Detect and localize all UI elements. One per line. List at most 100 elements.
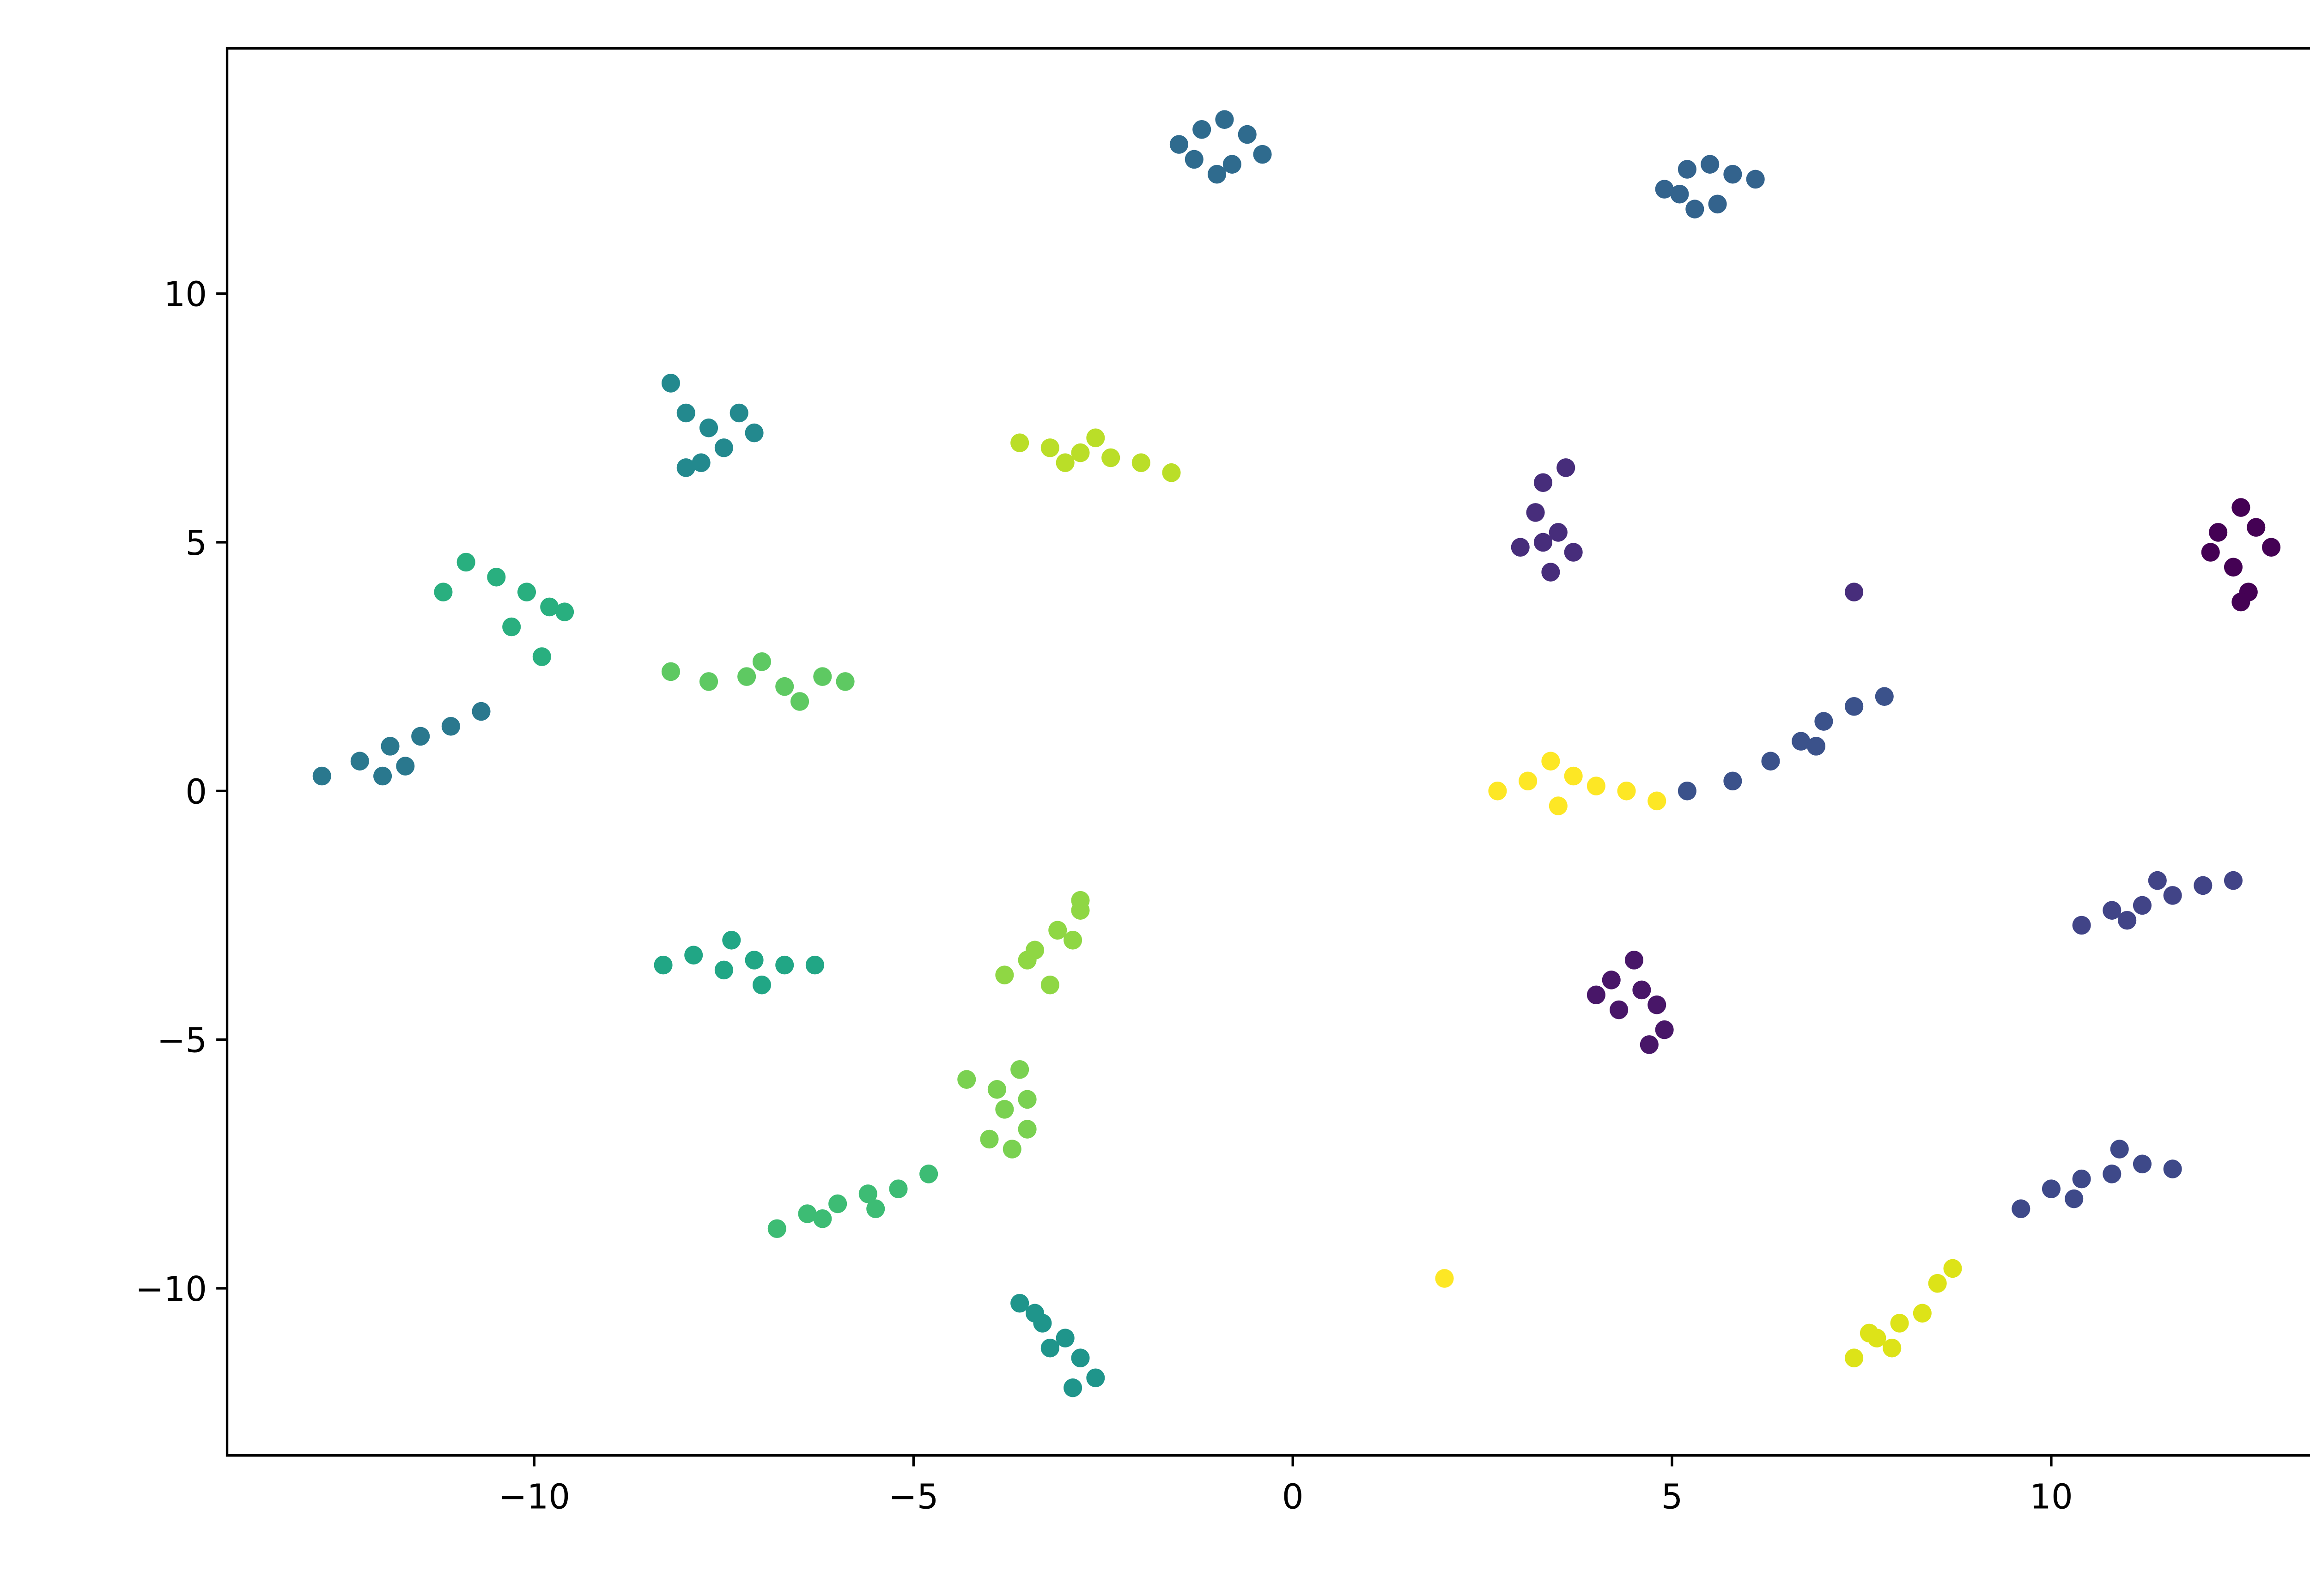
- point: [1860, 1323, 1878, 1343]
- point: [1169, 135, 1188, 154]
- point: [1602, 971, 1621, 989]
- point: [1064, 1378, 1082, 1397]
- point: [2012, 1199, 2030, 1218]
- plot-frame: [225, 47, 2310, 1457]
- point: [2163, 886, 2182, 905]
- x-tick-label: −10: [498, 1477, 570, 1517]
- point: [502, 617, 521, 637]
- point: [1071, 443, 1090, 462]
- point: [1192, 120, 1211, 139]
- point: [676, 403, 695, 423]
- point: [1701, 155, 1720, 174]
- point: [1685, 200, 1704, 218]
- point: [373, 766, 392, 786]
- point: [1564, 543, 1583, 562]
- point: [745, 951, 764, 970]
- point: [995, 1100, 1014, 1119]
- point: [1040, 975, 1059, 995]
- point: [2133, 896, 2152, 915]
- point: [745, 423, 764, 443]
- x-tick-label: −5: [888, 1477, 938, 1517]
- point: [2072, 1169, 2091, 1189]
- point: [1647, 995, 1666, 1014]
- point: [729, 403, 748, 423]
- point: [1617, 782, 1636, 801]
- y-tick-label: −10: [135, 1269, 207, 1309]
- point: [866, 1199, 885, 1218]
- point: [350, 752, 369, 771]
- point: [2224, 558, 2243, 577]
- y-tick-label: 10: [164, 274, 207, 314]
- point: [714, 438, 733, 457]
- point: [2110, 1140, 2129, 1159]
- point: [737, 667, 756, 686]
- point: [1071, 1348, 1090, 1367]
- point: [661, 374, 681, 393]
- point: [1101, 448, 1120, 467]
- point: [1003, 1140, 1021, 1159]
- point: [456, 552, 475, 572]
- point: [957, 1070, 976, 1089]
- point: [2247, 518, 2266, 537]
- point: [1814, 712, 1833, 731]
- point: [1647, 791, 1666, 811]
- point: [1010, 1293, 1029, 1313]
- point: [1064, 931, 1082, 950]
- point: [1587, 985, 1605, 1005]
- point: [699, 672, 718, 691]
- point: [1025, 941, 1045, 960]
- point: [775, 677, 794, 696]
- point: [1541, 563, 1560, 582]
- point: [1761, 752, 1780, 771]
- point: [1071, 891, 1090, 910]
- point: [2224, 871, 2243, 890]
- point: [2262, 538, 2281, 557]
- point: [1624, 951, 1644, 970]
- point: [517, 583, 536, 601]
- point: [1610, 1000, 1629, 1019]
- point: [828, 1194, 847, 1214]
- point: [1746, 170, 1765, 189]
- point: [2118, 910, 2137, 930]
- point: [836, 672, 855, 691]
- point: [1928, 1274, 1947, 1293]
- point: [1018, 1090, 1037, 1109]
- point: [472, 702, 491, 721]
- point: [2163, 1159, 2182, 1178]
- point: [752, 975, 772, 995]
- point: [1792, 732, 1811, 751]
- point: [1253, 145, 1272, 164]
- point: [1010, 433, 1029, 452]
- point: [441, 717, 460, 736]
- point: [1549, 796, 1568, 815]
- point: [1890, 1314, 1909, 1333]
- point: [692, 453, 711, 472]
- point: [790, 692, 809, 711]
- point: [1845, 697, 1864, 716]
- point: [396, 757, 415, 776]
- point: [1845, 583, 1864, 601]
- point: [2042, 1179, 2061, 1198]
- point: [1640, 1035, 1659, 1054]
- point: [1025, 1304, 1045, 1323]
- point: [1845, 1348, 1864, 1367]
- point: [1883, 1338, 1902, 1358]
- point: [411, 727, 430, 746]
- point: [1010, 1060, 1029, 1079]
- x-tick-label: 5: [1661, 1477, 1683, 1517]
- point: [1519, 771, 1538, 791]
- point: [1533, 473, 1553, 492]
- point: [813, 1209, 832, 1228]
- y-tick-label: −5: [157, 1020, 207, 1060]
- x-tick-label: 0: [1282, 1477, 1304, 1517]
- point: [1806, 737, 1826, 756]
- point: [1564, 766, 1583, 786]
- y-tick-label: 0: [185, 772, 207, 812]
- point: [2231, 498, 2250, 517]
- point: [1541, 752, 1560, 771]
- point: [1655, 1020, 1674, 1039]
- point: [1526, 503, 1545, 522]
- point: [1511, 538, 1530, 557]
- point: [1678, 160, 1696, 179]
